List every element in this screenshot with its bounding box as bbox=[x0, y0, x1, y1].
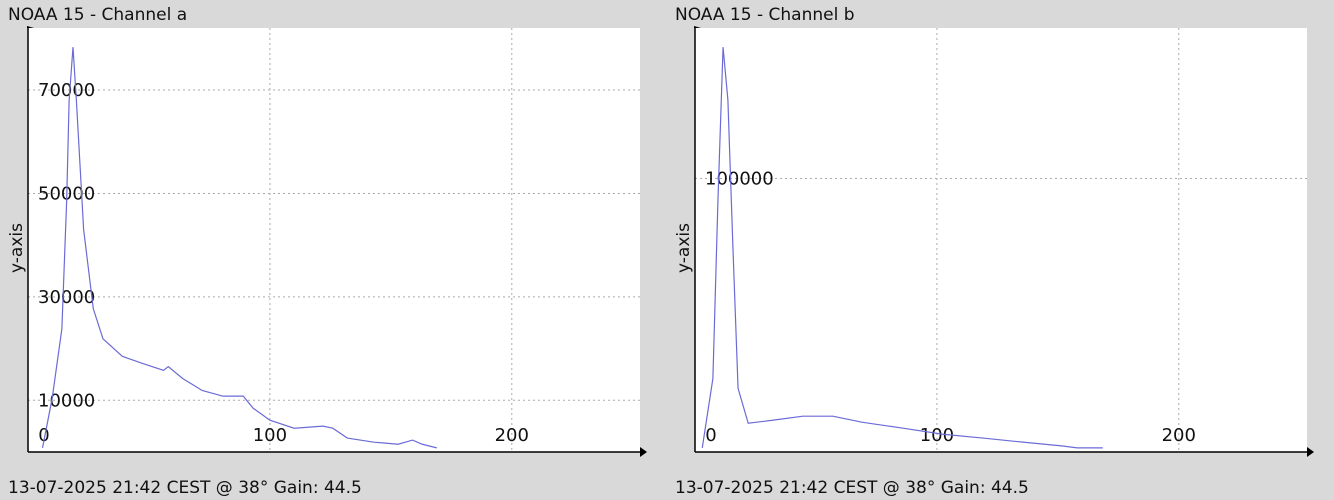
footer: 13-07-2025 21:42 CEST @ 38° Gain: 44.5 bbox=[8, 478, 362, 498]
data-line bbox=[41, 47, 437, 449]
y-tick-label: 10000 bbox=[38, 390, 95, 411]
data-line bbox=[701, 47, 1103, 449]
y-tick-label: 100000 bbox=[705, 168, 774, 189]
x-tick-label: 100 bbox=[920, 425, 954, 446]
footer: 13-07-2025 21:42 CEST @ 38° Gain: 44.5 bbox=[675, 478, 1029, 498]
y-tick-label: 70000 bbox=[38, 80, 95, 101]
chart-title: NOAA 15 - Channel b bbox=[675, 5, 855, 25]
y-arrow bbox=[27, 26, 34, 28]
plot-area bbox=[695, 28, 1307, 452]
plot-area bbox=[28, 28, 640, 452]
x-tick-label: 0 bbox=[38, 425, 49, 446]
y-arrow bbox=[694, 26, 701, 28]
x-arrow bbox=[1307, 447, 1314, 457]
x-tick-label: 200 bbox=[1162, 425, 1196, 446]
x-arrow bbox=[640, 447, 647, 457]
x-tick-label: 200 bbox=[495, 425, 529, 446]
y-axis-label: y-axis bbox=[7, 223, 27, 273]
x-tick-label: 100 bbox=[253, 425, 287, 446]
x-tick-label: 0 bbox=[705, 425, 716, 446]
y-axis-label: y-axis bbox=[674, 223, 694, 273]
y-tick-label: 30000 bbox=[38, 287, 95, 308]
chart-title: NOAA 15 - Channel a bbox=[8, 5, 187, 25]
